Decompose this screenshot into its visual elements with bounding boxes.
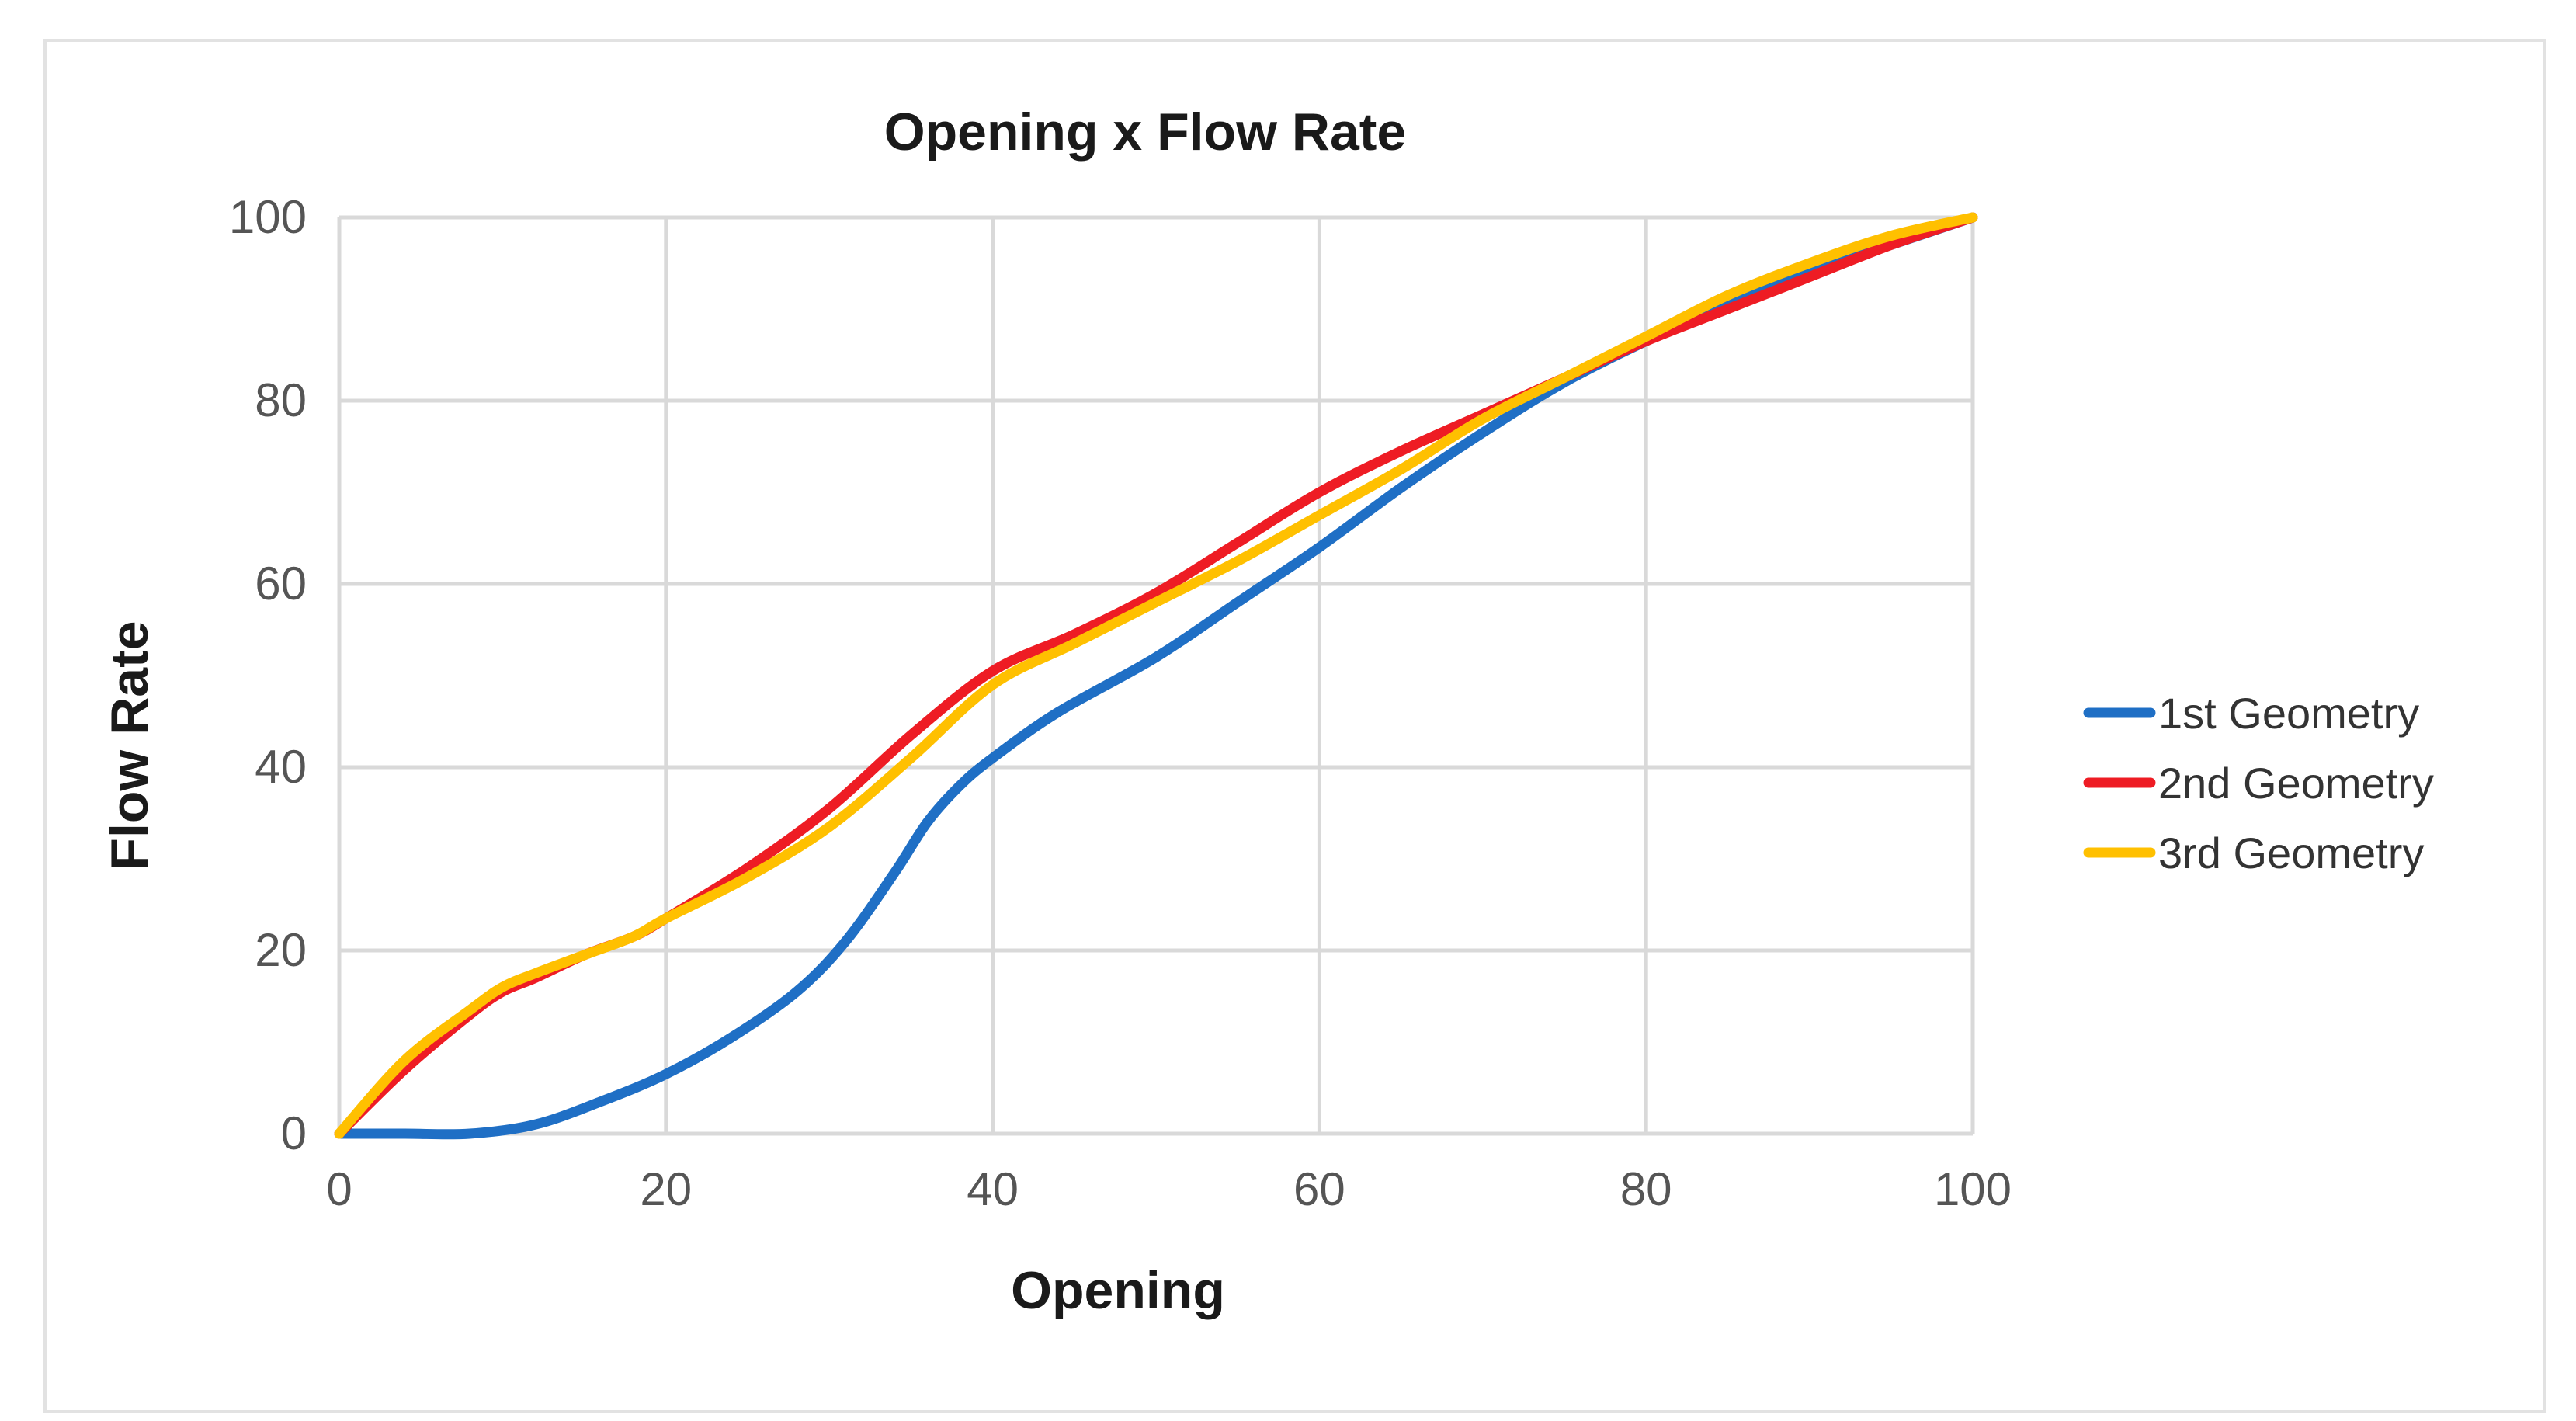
tick-labels: 0 20 40 60 80 100 0 20 40 60 80 100 [229,191,2012,1215]
y-tick-label: 80 [255,374,307,426]
x-tick-label: 80 [1620,1163,1672,1215]
chart-frame [43,39,2546,1413]
legend-label: 2nd Geometry [2158,759,2434,808]
grid-lines [337,215,1975,1136]
y-axis-title: Flow Rate [100,620,159,870]
x-tick-label: 100 [1934,1163,2012,1215]
series-line-1 [334,212,1978,1140]
y-tick-label: 0 [281,1107,307,1159]
y-tick-label: 20 [255,924,307,976]
x-tick-label: 20 [640,1163,692,1215]
legend-label: 1st Geometry [2158,689,2419,738]
x-tick-label: 40 [967,1163,1019,1215]
y-tick-label: 40 [255,741,307,793]
y-tick-label: 60 [255,558,307,610]
legend-label: 3rd Geometry [2158,829,2424,877]
legend: 1st Geometry 2nd Geometry 3rd Geometry [2083,689,2434,877]
chart-title: Opening x Flow Rate [884,102,1407,162]
x-tick-label: 0 [326,1163,352,1215]
x-axis-title: Opening [1011,1261,1225,1320]
series-line-3 [334,212,1978,1139]
x-tick-label: 60 [1293,1163,1345,1215]
series-line-2 [334,212,1978,1139]
y-tick-label: 100 [229,191,307,243]
series-lines [334,212,1978,1140]
